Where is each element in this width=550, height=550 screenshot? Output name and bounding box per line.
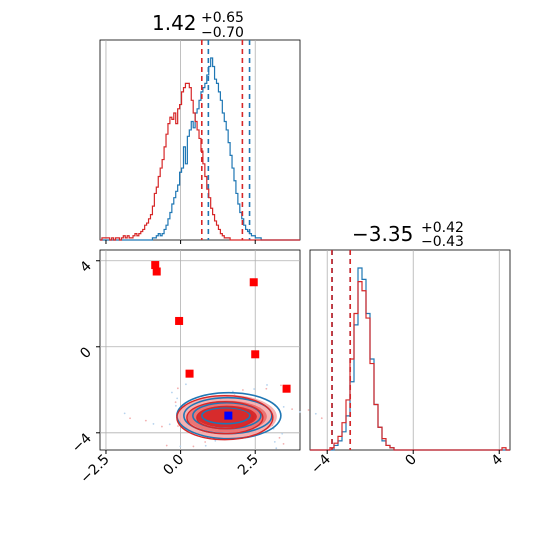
histogram-step-line — [310, 267, 510, 451]
histogram-param2-panel — [309, 249, 511, 451]
histogram-step-line — [100, 82, 300, 241]
scatter-point — [280, 384, 282, 387]
scatter-point — [179, 445, 182, 448]
blue-square-marker — [224, 411, 233, 420]
scatter-point — [204, 441, 207, 443]
scatter-point — [123, 412, 126, 415]
scatter-point — [282, 442, 285, 445]
scatter-point — [168, 423, 171, 426]
histogram-step-line — [100, 57, 300, 241]
scatter-point — [266, 384, 268, 386]
scatter-point — [176, 387, 179, 390]
scatter-point — [152, 423, 155, 425]
scatter-point — [174, 401, 177, 404]
scatter-point — [298, 411, 301, 413]
histogram-param1-panel — [99, 39, 301, 241]
param2-title-upper: +0.42 — [421, 220, 464, 236]
red-square-marker — [185, 369, 194, 378]
scatter-point — [253, 388, 256, 390]
x-tick-label: 4 — [488, 451, 506, 469]
scatter-point — [282, 406, 285, 408]
y-tick-label: 4 — [77, 258, 95, 276]
red-square-marker — [151, 261, 160, 270]
scatter-point — [307, 409, 310, 411]
scatter-point — [278, 436, 281, 439]
scatter-point — [242, 389, 244, 391]
red-square-marker — [249, 278, 258, 287]
param1-title-median: 1.42 — [152, 11, 197, 35]
scatter-point — [177, 425, 179, 427]
x-tick-label: 2.5 — [235, 452, 262, 479]
scatter-point — [185, 383, 187, 386]
scatter-point — [320, 417, 323, 420]
scatter-point — [171, 391, 173, 394]
scatter-point — [144, 419, 147, 422]
scatter-point — [174, 404, 177, 407]
param2-title-median: −3.35 — [352, 222, 413, 246]
param1-histograms — [100, 40, 300, 241]
contour-line — [186, 400, 264, 435]
contour-line — [201, 406, 251, 425]
scatter-point — [281, 432, 284, 435]
red-square-marker — [251, 350, 260, 359]
x-tick-label: −4 — [308, 451, 334, 477]
contour-line — [176, 394, 274, 441]
scatter-point — [192, 445, 195, 448]
scatter-point — [275, 447, 278, 450]
scatter-point — [291, 408, 293, 410]
x-tick-label: −2.5 — [77, 452, 112, 487]
scatter-point — [314, 412, 317, 415]
histogram-step-line — [310, 281, 510, 451]
red-square-marker — [152, 267, 161, 276]
sample-markers — [151, 261, 291, 420]
param2-histograms — [310, 250, 510, 451]
param1-title-upper: +0.65 — [201, 10, 244, 26]
x-tick-label: 0 — [402, 452, 420, 470]
scatter-point — [265, 387, 268, 390]
scatter-point — [214, 439, 217, 442]
scatter-point — [204, 444, 207, 447]
joint-contours — [123, 383, 323, 450]
param2-title-lower: −0.43 — [421, 234, 464, 250]
scatter-point — [273, 440, 276, 443]
y-tick-label: 0 — [77, 344, 95, 362]
scatter-point — [176, 397, 179, 400]
x-tick-label: 0.0 — [160, 452, 187, 479]
contour-line — [196, 405, 254, 430]
red-square-marker — [175, 316, 184, 325]
param1-title-lower: −0.70 — [201, 25, 244, 41]
scatter-point — [165, 444, 168, 447]
scatter-point — [161, 425, 163, 428]
red-square-marker — [282, 384, 291, 393]
joint-scatter-contour-panel — [99, 249, 301, 451]
y-tick-label: −4 — [69, 430, 95, 456]
scatter-point — [129, 417, 131, 420]
